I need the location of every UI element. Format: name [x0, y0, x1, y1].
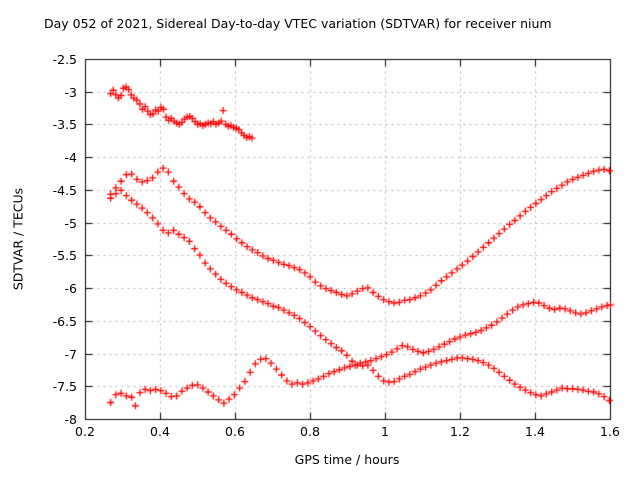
y-axis-label: SDTVAR / TECUs: [10, 187, 26, 291]
x-tick-label: 1.2: [450, 424, 470, 439]
y-tick-label: -7: [64, 347, 77, 362]
y-tick-label: -6.5: [52, 314, 77, 329]
y-tick-label: -5: [64, 216, 77, 231]
x-tick-label: 1.6: [600, 424, 620, 439]
y-tick-label: -3.5: [52, 117, 77, 132]
y-tick-label: -3: [64, 85, 77, 100]
x-tick-label: 0.8: [300, 424, 320, 439]
y-tick-label: -2.5: [52, 52, 77, 67]
y-tick-label: -4.5: [52, 183, 77, 198]
x-tick-label: 1: [381, 424, 389, 439]
y-tick-label: -8: [64, 412, 77, 427]
x-tick-label: 0.4: [150, 424, 170, 439]
y-tick-label: -5.5: [52, 248, 77, 263]
y-tick-label: -6: [64, 281, 77, 296]
x-axis-label: GPS time / hours: [294, 452, 400, 467]
x-tick-label: 1.4: [525, 424, 545, 439]
y-tick-label: -7.5: [52, 379, 77, 394]
chart-title: Day 052 of 2021, Sidereal Day-to-day VTE…: [44, 16, 552, 31]
y-tick-label: -4: [64, 150, 77, 165]
x-tick-label: 0.2: [75, 424, 95, 439]
x-tick-label: 0.6: [225, 424, 245, 439]
